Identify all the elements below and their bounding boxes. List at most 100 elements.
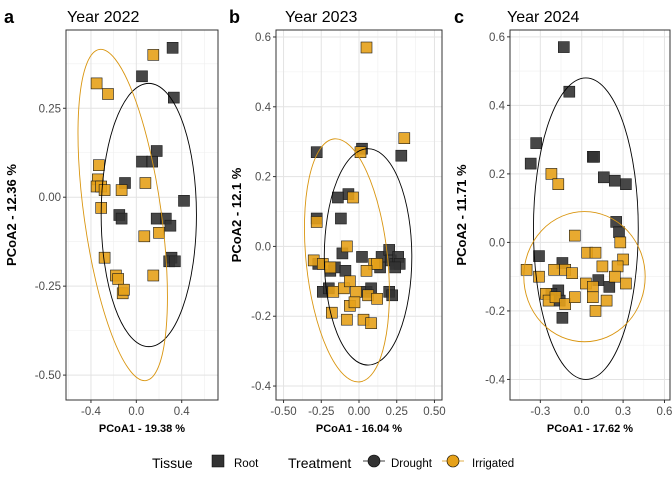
y-tick-label: 0.0 (255, 241, 271, 253)
point-drought (166, 41, 179, 54)
ellipse-drought (323, 148, 413, 366)
y-tick-label: -0.4 (485, 374, 505, 386)
point-drought (178, 195, 190, 207)
legend-root-label: Root (234, 458, 259, 470)
point-irrigated (139, 177, 152, 189)
point-irrigated (586, 281, 599, 293)
panel-letter: b (229, 7, 240, 27)
ellipse-irrigated (77, 48, 168, 382)
panel-c: -0.3 0.0 0.3 0.6 -0.4 -0.2 0.0 0.2 0.4 0.6 c Year 2… (454, 7, 672, 435)
point-irrigated (350, 285, 362, 298)
y-tick-label: 0.6 (489, 32, 505, 44)
point-irrigated (566, 267, 578, 280)
point-irrigated (90, 77, 103, 90)
point-irrigated (620, 277, 632, 290)
point-irrigated (153, 227, 165, 239)
panel-a: -0.4 0.0 0.4 -0.50 -0.25 0.00 0.25 a Year 2022 PC… (4, 7, 219, 435)
ellipse-drought (100, 82, 197, 348)
x-tick-label: 0.0 (574, 406, 590, 418)
point-irrigated (398, 132, 411, 144)
point-irrigated (596, 260, 609, 273)
point-irrigated (552, 178, 565, 190)
x-tick-label: -0.50 (270, 406, 296, 418)
y-tick-label: 0.2 (255, 172, 271, 184)
y-tick-label: -0.4 (251, 381, 271, 393)
legend-drought-label: Drought (391, 458, 433, 470)
x-tick-label: 0.50 (423, 406, 445, 418)
point-drought (136, 70, 148, 83)
point-irrigated (371, 292, 383, 305)
panel-letter: c (454, 7, 464, 27)
point-irrigated (371, 258, 383, 270)
point-drought (603, 281, 616, 293)
x-axis-label: PCoA1 - 16.04 % (316, 423, 402, 435)
point-drought (115, 212, 128, 225)
point-irrigated (548, 263, 560, 276)
point-irrigated (112, 273, 124, 285)
point-drought (310, 146, 323, 158)
x-tick-label: -0.25 (308, 406, 334, 418)
point-irrigated (600, 294, 613, 307)
point-drought (613, 226, 625, 238)
y-tick-label: 0.4 (489, 100, 506, 112)
panel-title: Year 2024 (507, 9, 579, 26)
point-irrigated (533, 270, 545, 283)
point-drought (530, 137, 543, 149)
y-tick-label: 0.0 (489, 237, 505, 249)
point-irrigated (608, 270, 621, 283)
point-irrigated (360, 41, 373, 54)
point-irrigated (586, 291, 599, 304)
point-irrigated (115, 184, 128, 196)
y-axis-label: PCoA2 - 12.36 % (4, 164, 19, 266)
point-irrigated (138, 230, 151, 243)
y-tick-label: 0.4 (255, 102, 272, 114)
point-drought (332, 191, 344, 204)
point-irrigated (568, 229, 581, 242)
point-drought (136, 155, 148, 168)
point-drought (524, 157, 537, 170)
point-drought (597, 171, 610, 184)
point-irrigated (559, 298, 572, 310)
y-axis-label: PCoA2 - 11.71 % (454, 164, 469, 266)
y-tick-label: -0.50 (35, 370, 61, 382)
plot-border-c (509, 29, 671, 401)
point-drought (610, 216, 623, 228)
legend-drought-key (367, 454, 381, 468)
point-irrigated (344, 275, 356, 288)
point-irrigated (98, 184, 111, 196)
point-irrigated (98, 251, 111, 264)
legend-tissue-title: Tissue (152, 455, 193, 471)
point-irrigated (341, 313, 353, 326)
x-axis-label: PCoA1 - 19.38 % (99, 423, 185, 435)
x-tick-label: 0.6 (656, 406, 672, 418)
point-drought (556, 311, 569, 324)
point-drought (386, 289, 399, 302)
x-tick-label: -0.4 (81, 406, 101, 418)
plot-border-a (65, 29, 219, 401)
point-drought (608, 174, 621, 187)
ellipse-irrigated (523, 211, 646, 343)
y-tick-label: -0.2 (485, 306, 505, 318)
point-irrigated (611, 260, 624, 273)
point-irrigated (102, 88, 114, 100)
ellipse-irrigated (303, 138, 390, 383)
x-tick-label: 0.3 (615, 406, 631, 418)
x-tick-label: 0.0 (128, 406, 144, 418)
panel-letter: a (4, 7, 15, 27)
x-axis-label: PCoA1 - 17.62 % (547, 423, 633, 435)
x-tick-label: 0.25 (386, 406, 408, 418)
point-drought (557, 41, 570, 53)
legend: Tissue Root Treatment Drought Irrigated (152, 454, 514, 471)
legend-root-key (211, 454, 225, 468)
y-tick-label: -0.2 (251, 311, 271, 323)
point-irrigated (347, 191, 359, 204)
point-irrigated (338, 282, 350, 295)
x-tick-label: 0.00 (348, 406, 370, 418)
point-irrigated (147, 269, 160, 282)
point-irrigated (520, 263, 533, 276)
point-irrigated (348, 296, 361, 309)
y-tick-label: 0.2 (489, 169, 505, 181)
point-drought (335, 212, 347, 225)
y-tick-label: 0.6 (255, 32, 271, 44)
